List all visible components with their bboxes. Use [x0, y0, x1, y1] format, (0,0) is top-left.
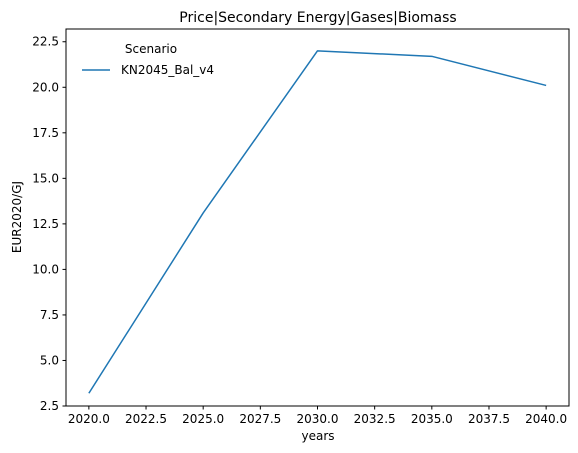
y-tick-label: 10.0 [32, 262, 59, 276]
series-line-KN2045_Bal_v4 [88, 50, 547, 394]
x-axis-ticks: 2020.0 2022.5 2025.0 2027.5 2030.0 2032.5 2035… [68, 406, 567, 426]
plot-frame [65, 28, 570, 407]
series-layer [88, 50, 547, 394]
y-tick-label: 20.0 [32, 80, 59, 94]
x-axis-label: years [301, 429, 334, 443]
legend: Scenario KN2045_Bal_v4 [82, 42, 214, 77]
chart-title: Price|Secondary Energy|Gases|Biomass [179, 10, 456, 26]
legend-entry-label: KN2045_Bal_v4 [121, 63, 214, 77]
x-tick-label: 2030.0 [297, 412, 339, 426]
x-tick-label: 2037.5 [468, 412, 510, 426]
legend-title: Scenario [125, 42, 177, 56]
y-tick-label: 2.5 [40, 399, 59, 413]
y-tick-label: 15.0 [32, 171, 59, 185]
y-tick-label: 22.5 [32, 35, 59, 49]
y-tick-label: 7.5 [40, 308, 59, 322]
x-tick-label: 2027.5 [239, 412, 281, 426]
y-tick-label: 5.0 [40, 353, 59, 367]
x-tick-label: 2035.0 [411, 412, 453, 426]
x-tick-label: 2022.5 [125, 412, 167, 426]
x-tick-label: 2020.0 [68, 412, 110, 426]
x-tick-label: 2040.0 [525, 412, 567, 426]
y-tick-label: 12.5 [32, 217, 59, 231]
y-axis-ticks: 2.5 5.0 7.5 10.0 12.5 15.0 17.5 20.0 22.5 [32, 35, 66, 413]
x-tick-label: 2025.0 [182, 412, 224, 426]
y-axis-label: EUR2020/GJ [10, 181, 24, 253]
y-tick-label: 17.5 [32, 126, 59, 140]
x-tick-label: 2032.5 [354, 412, 396, 426]
